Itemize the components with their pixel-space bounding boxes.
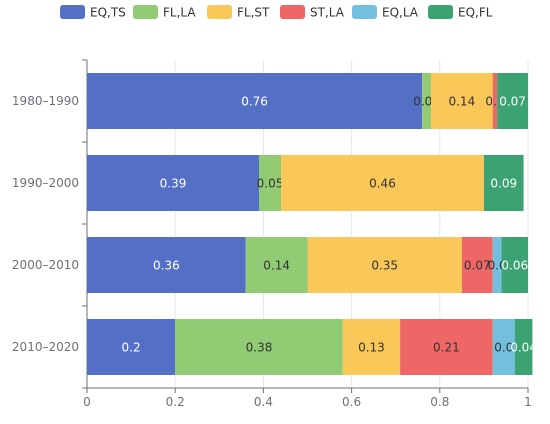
bar-segment[interactable] (483, 155, 524, 211)
bar-data-label: 0.07 (499, 95, 526, 109)
bar-segment[interactable] (514, 319, 533, 375)
bar-data-label: 0.05 (257, 177, 284, 191)
legend-label: EQ,FL (458, 6, 493, 20)
bar-segment[interactable] (342, 319, 401, 375)
legend-swatch (133, 5, 158, 19)
bar-data-label: 0.39 (160, 177, 187, 191)
bar-data-label: 0.46 (369, 177, 396, 191)
bar-segment[interactable] (87, 73, 423, 129)
x-tick-label: 0.4 (254, 395, 273, 409)
bar-segment[interactable] (501, 237, 528, 293)
legend-label: EQ,LA (382, 6, 419, 20)
bar-data-label: 0.14 (263, 259, 290, 273)
legend-label: FL,ST (237, 6, 270, 20)
bar-data-label: 0.76 (241, 95, 268, 109)
bar-segment[interactable] (87, 237, 246, 293)
bar-segment[interactable] (492, 73, 498, 129)
y-category-label: 1980–1990 (12, 94, 79, 108)
bar-segment[interactable] (281, 155, 484, 211)
legend-item[interactable]: FL,ST (207, 5, 270, 20)
legend-label: FL,LA (163, 6, 196, 20)
legend-item[interactable]: ST,LA (280, 5, 345, 20)
legend-item[interactable]: EQ,FL (428, 5, 493, 20)
y-category-label: 2010–2020 (12, 340, 79, 354)
bar-segment[interactable] (245, 237, 308, 293)
legend-swatch (207, 5, 232, 19)
bar-data-label: 0.14 (448, 95, 475, 109)
legend-item[interactable]: EQ,TS (60, 5, 126, 20)
y-category-label: 2000–2010 (12, 258, 79, 272)
bar-segment[interactable] (430, 73, 493, 129)
legend-swatch (60, 5, 85, 19)
bar-data-label: 0.07 (464, 259, 491, 273)
bar-segment[interactable] (87, 319, 176, 375)
bar-data-label: 0.38 (246, 341, 273, 355)
axes: 0 0.2 0.4 0.6 0.8 1 1980–1990 1990–2000 2000–201… (12, 59, 532, 409)
legend-label: ST,LA (310, 6, 345, 20)
bar-data-label: 0.13 (358, 341, 385, 355)
legend: EQ,TS FL,LA FL,ST ST,LA EQ,LA EQ,FL (60, 5, 493, 20)
bar-segment[interactable] (461, 237, 493, 293)
bar-data-label: 0.35 (371, 259, 398, 273)
x-tick-label: 0.6 (342, 395, 361, 409)
bar-data-label: 0.2 (122, 341, 141, 355)
x-tick-label: 0.2 (166, 395, 185, 409)
bar-segment[interactable] (497, 73, 528, 129)
x-tick-label: 0.8 (430, 395, 449, 409)
bar-segment[interactable] (258, 155, 282, 211)
legend-item[interactable]: FL,LA (133, 5, 196, 20)
x-tick-label: 1 (524, 395, 532, 409)
legend-swatch (352, 5, 377, 19)
bar-data-label: 0.21 (433, 341, 460, 355)
bar-segment[interactable] (492, 237, 502, 293)
bar-data-label: 0.06 (501, 259, 528, 273)
y-category-label: 1990–2000 (12, 176, 79, 190)
bar-data-label: 0.0 (494, 341, 513, 355)
bar-segment[interactable] (87, 155, 259, 211)
x-tick-label: 0 (83, 395, 91, 409)
legend-item[interactable]: EQ,LA (352, 5, 419, 20)
bar-data-label: 0.09 (490, 177, 517, 191)
bars: 0.76 0.02 0.14 0.00.070.39 0.05 0.46 0.090.36 0… (87, 73, 537, 375)
bar-segment[interactable] (422, 73, 431, 129)
bar-segment[interactable] (307, 237, 462, 293)
legend-label: EQ,TS (90, 6, 126, 20)
bar-data-label: 0.36 (153, 259, 180, 273)
bar-segment[interactable] (492, 319, 515, 375)
legend-swatch (428, 5, 453, 19)
bar-data-label: 0.04 (510, 341, 537, 355)
legend-swatch (280, 5, 305, 19)
bar-segment[interactable] (175, 319, 343, 375)
bar-segment[interactable] (400, 319, 493, 375)
